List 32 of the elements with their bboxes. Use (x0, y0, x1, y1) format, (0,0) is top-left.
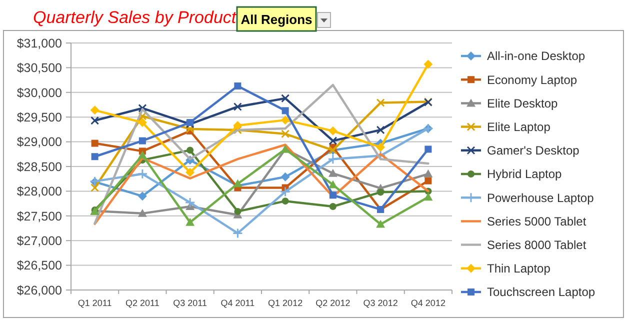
x-tick-label: Q4 2011 (220, 298, 255, 308)
legend-label: Powerhouse Laptop (487, 190, 594, 205)
y-tick-label: $29,000 (16, 135, 62, 150)
y-tick-label: $30,500 (16, 61, 62, 76)
y-tick-label: $27,000 (16, 234, 62, 248)
x-tick-label: Q3 2011 (173, 298, 207, 308)
legend-label: Series 8000 Tablet (487, 238, 587, 252)
y-tick-label: $28,000 (16, 184, 62, 199)
legend-label: Touchscreen Laptop (487, 285, 596, 300)
x-tick-label: Q1 2012 (268, 298, 303, 308)
legend-label: Thin Laptop (487, 262, 551, 276)
x-tick-label: Q1 2011 (78, 298, 112, 308)
chart-title: Quarterly Sales by Product (33, 8, 238, 27)
x-tick-label: Q3 2012 (363, 298, 398, 308)
legend-label: Hybrid Laptop (487, 167, 562, 182)
y-tick-label: $27,500 (16, 209, 62, 224)
legend-label: Elite Desktop (487, 96, 558, 110)
y-tick-label: $26,000 (16, 283, 62, 298)
legend-label: All-in-one Desktop (487, 49, 586, 64)
legend-label: Elite Laptop (487, 120, 551, 134)
y-tick-label: $28,500 (16, 160, 62, 174)
legend-label: Series 5000 Tablet (487, 214, 587, 228)
legend-label: Economy Laptop (487, 72, 578, 87)
x-tick-label: Q2 2011 (126, 298, 160, 308)
y-tick-label: $26,500 (16, 258, 62, 273)
legend-label: Gamer's Desktop (487, 144, 580, 158)
y-tick-label: $30,000 (16, 86, 62, 100)
y-tick-label: $31,000 (16, 36, 62, 50)
x-tick-label: Q4 2012 (410, 298, 446, 308)
x-tick-label: Q2 2012 (316, 298, 350, 308)
y-tick-label: $29,500 (16, 110, 62, 124)
text: All Regions (240, 12, 312, 27)
